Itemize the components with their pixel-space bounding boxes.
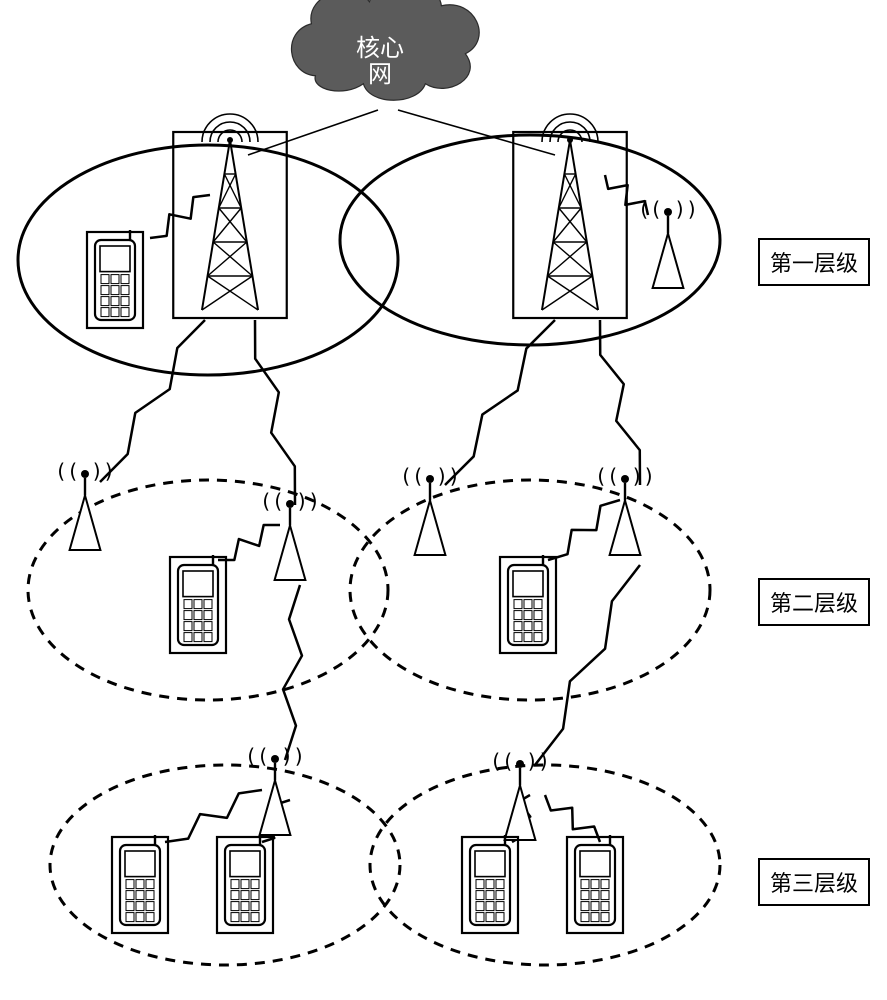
small-antenna-icon: (( )) (245, 744, 305, 835)
handset-icon (217, 835, 273, 933)
small-antenna-icon: (( )) (55, 459, 115, 550)
small-antenna-icon: (( )) (638, 197, 698, 288)
small-antenna-icon: (( )) (260, 489, 320, 580)
small-antenna-icon: (( )) (490, 749, 550, 840)
label-layer3: 第三层级 (758, 858, 870, 906)
handset-icon (500, 555, 556, 653)
label-layer2-text: 第二层级 (770, 591, 858, 616)
handset-icon (87, 230, 143, 328)
label-layer2: 第二层级 (758, 578, 870, 626)
cell-ellipse (18, 145, 398, 375)
handset-icon (462, 835, 518, 933)
label-layer1: 第一层级 (758, 238, 870, 286)
radio-link-icon (545, 795, 600, 842)
radio-link-icon (165, 790, 262, 842)
small-antenna-icon: (( )) (595, 464, 655, 555)
radio-link-icon (535, 565, 640, 765)
handset-icon (170, 555, 226, 653)
label-layer3-text: 第三层级 (770, 871, 858, 896)
cell-ellipse (340, 135, 720, 345)
handset-icon (112, 835, 168, 933)
radio-link-icon (218, 525, 280, 560)
radio-link-icon (150, 195, 210, 238)
radio-link-icon (548, 500, 620, 560)
radio-link-icon (100, 320, 205, 482)
core-network-cloud: 核心网 (291, 0, 479, 100)
handset-icon (567, 835, 623, 933)
radio-link-icon (283, 585, 302, 760)
radio-link-icon (255, 320, 295, 505)
radio-link-icon (600, 320, 640, 485)
label-layer1-text: 第一层级 (770, 251, 858, 276)
